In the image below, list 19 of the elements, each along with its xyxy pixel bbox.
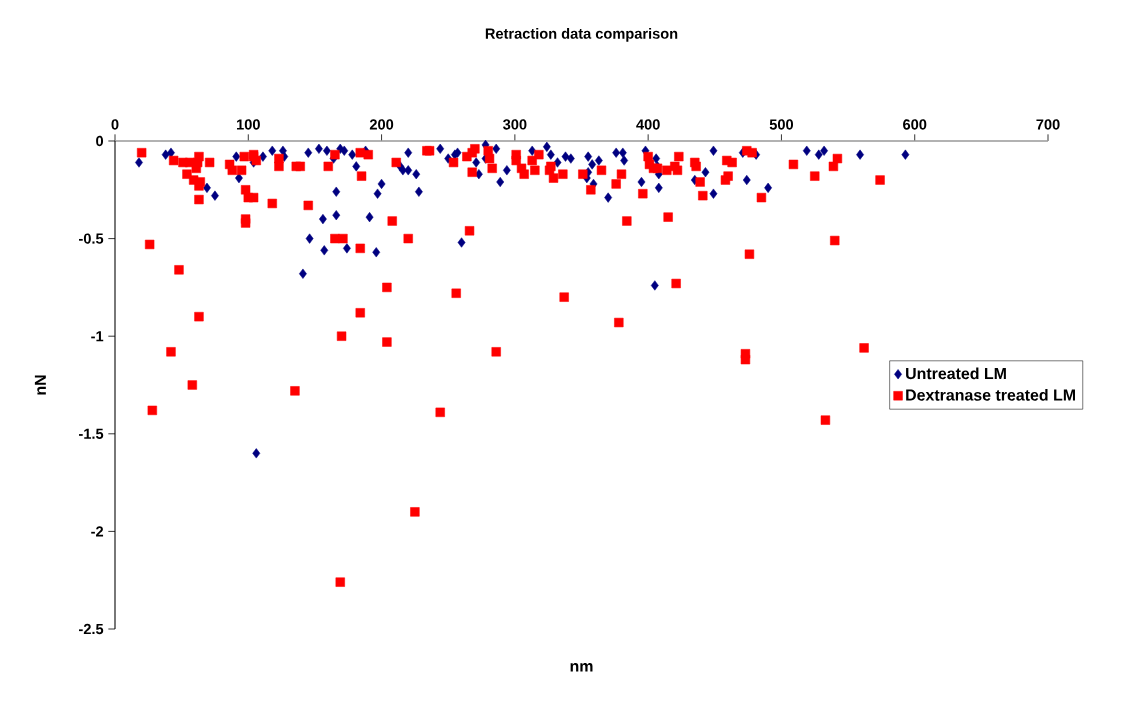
- y-tick-label: -1: [91, 331, 104, 342]
- x-tick-label: 0: [111, 119, 119, 130]
- y-tick-label: -2.5: [79, 623, 104, 635]
- y-axis-title: nN: [34, 375, 46, 395]
- x-tick-label: 700: [1036, 119, 1060, 130]
- chart-title: Retraction data comparison: [485, 28, 678, 42]
- y-tick-label: -2: [91, 526, 104, 537]
- legend-label: Dextranase treated LM: [906, 389, 1075, 401]
- y-tick-label: -0.5: [79, 233, 104, 244]
- x-tick-label: 100: [237, 119, 260, 130]
- y-tick-label: 0: [96, 135, 104, 147]
- x-tick-label: 200: [369, 119, 394, 130]
- x-tick-label: 400: [636, 119, 660, 130]
- x-tick-label: 600: [903, 119, 927, 130]
- y-tick-label: -1.5: [79, 428, 104, 439]
- x-axis-title: nm: [570, 663, 593, 672]
- x-tick-label: 500: [769, 119, 794, 130]
- x-tick-label: 300: [503, 119, 527, 130]
- legend-label: Untreated LM: [906, 367, 1006, 380]
